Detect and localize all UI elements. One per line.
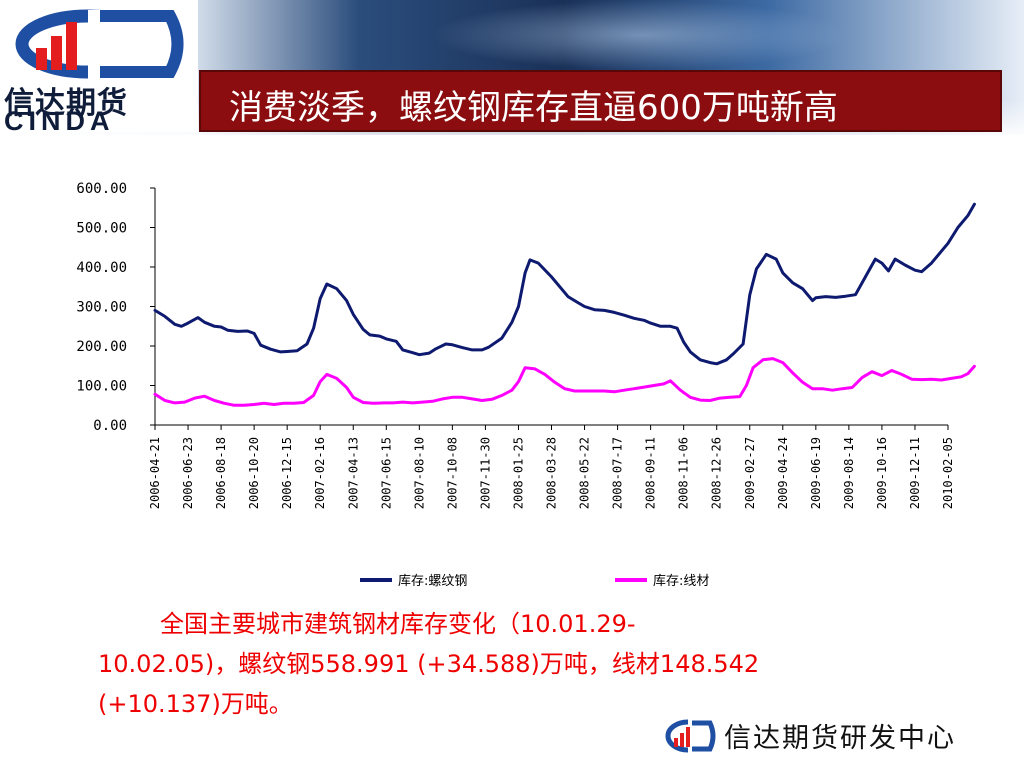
y-tick-label: 300.00 [76, 300, 127, 316]
x-tick-label: 2008-09-11 [644, 437, 658, 509]
y-tick-label: 600.00 [76, 181, 127, 197]
caption-line-1: 全国主要城市建筑钢材库存变化（10.01.29- [160, 610, 636, 638]
x-tick-label: 2008-05-22 [578, 437, 592, 509]
legend: 库存:螺纹钢 库存:线材 [360, 573, 709, 589]
y-tick-label: 500.00 [76, 221, 127, 237]
x-tick-label: 2008-01-25 [511, 437, 525, 509]
x-tick-label: 2006-04-21 [148, 437, 162, 509]
y-axis: 600.00 500.00 400.00 300.00 200.00 100.00 0.00 [76, 181, 156, 434]
x-tick-label: 2010-02-05 [941, 437, 955, 509]
y-tick-label: 200.00 [76, 339, 127, 355]
x-tick-label: 2006-06-23 [181, 437, 195, 509]
x-tick-label: 2007-06-15 [379, 437, 393, 509]
x-tick-label: 2008-11-06 [677, 437, 691, 509]
x-tick-label: 2007-08-10 [412, 437, 426, 509]
caption-line-2: 10.02.05)，螺纹钢558.991 (+34.588)万吨，线材148.5… [98, 650, 760, 678]
x-tick-label: 2008-03-28 [545, 437, 559, 509]
series-layer [153, 202, 976, 407]
x-tick-label: 2009-10-16 [875, 437, 889, 509]
chart-caption: 全国主要城市建筑钢材库存变化（10.01.29- 10.02.05)，螺纹钢55… [98, 604, 998, 724]
banner-glow [430, 0, 850, 70]
cinda-logo-icon [15, 9, 184, 80]
inventory-line-chart: 600.00 500.00 400.00 300.00 200.00 100.00 0.00… [76, 181, 976, 589]
y-tick-label: 100.00 [76, 379, 127, 395]
x-tick-label: 2009-08-14 [842, 437, 856, 509]
x-tick-label: 2008-07-17 [611, 437, 625, 509]
x-tick-label: 2009-12-11 [908, 437, 922, 509]
page-title: 消费淡季，螺纹钢库存直逼600万吨新高 [229, 88, 838, 128]
cinda-logo: 信达期货 CINDA [0, 0, 198, 136]
x-tick-label: 2007-11-30 [478, 437, 492, 509]
x-tick-label: 2007-02-16 [313, 437, 327, 509]
x-tick-label: 2009-06-19 [809, 437, 823, 509]
x-tick-label: 2009-02-27 [743, 437, 757, 509]
x-tick-label: 2007-04-13 [346, 437, 360, 509]
x-tick-label: 2008-12-26 [710, 437, 724, 509]
y-tick-label: 400.00 [76, 260, 127, 276]
series-line-wire [153, 357, 976, 407]
y-tick-label: 0.00 [93, 418, 127, 434]
footer-logo-icon [665, 718, 720, 754]
title-bar: 消费淡季，螺纹钢库存直逼600万吨新高 [199, 70, 1002, 132]
x-tick-label: 2006-10-20 [247, 437, 261, 509]
x-tick-label: 2007-10-08 [445, 437, 459, 509]
logo-chinese-text: 信达期货 [4, 86, 128, 121]
x-tick-label: 2006-12-15 [280, 437, 294, 509]
legend-label: 库存:线材 [653, 573, 709, 589]
legend-label: 库存:螺纹钢 [398, 573, 467, 589]
series-line-rebar [153, 202, 976, 366]
x-tick-label: 2006-08-18 [214, 437, 228, 509]
caption-line-3: (+10.137)万吨。 [98, 690, 293, 718]
footer-org-name: 信达期货研发中心 [724, 723, 956, 754]
x-tick-label: 2009-04-24 [776, 437, 790, 509]
logo-english-text: CINDA [4, 106, 115, 136]
x-axis: 2006-04-21 2006-06-23 2006-08-18 2006-10-20… [148, 424, 955, 509]
